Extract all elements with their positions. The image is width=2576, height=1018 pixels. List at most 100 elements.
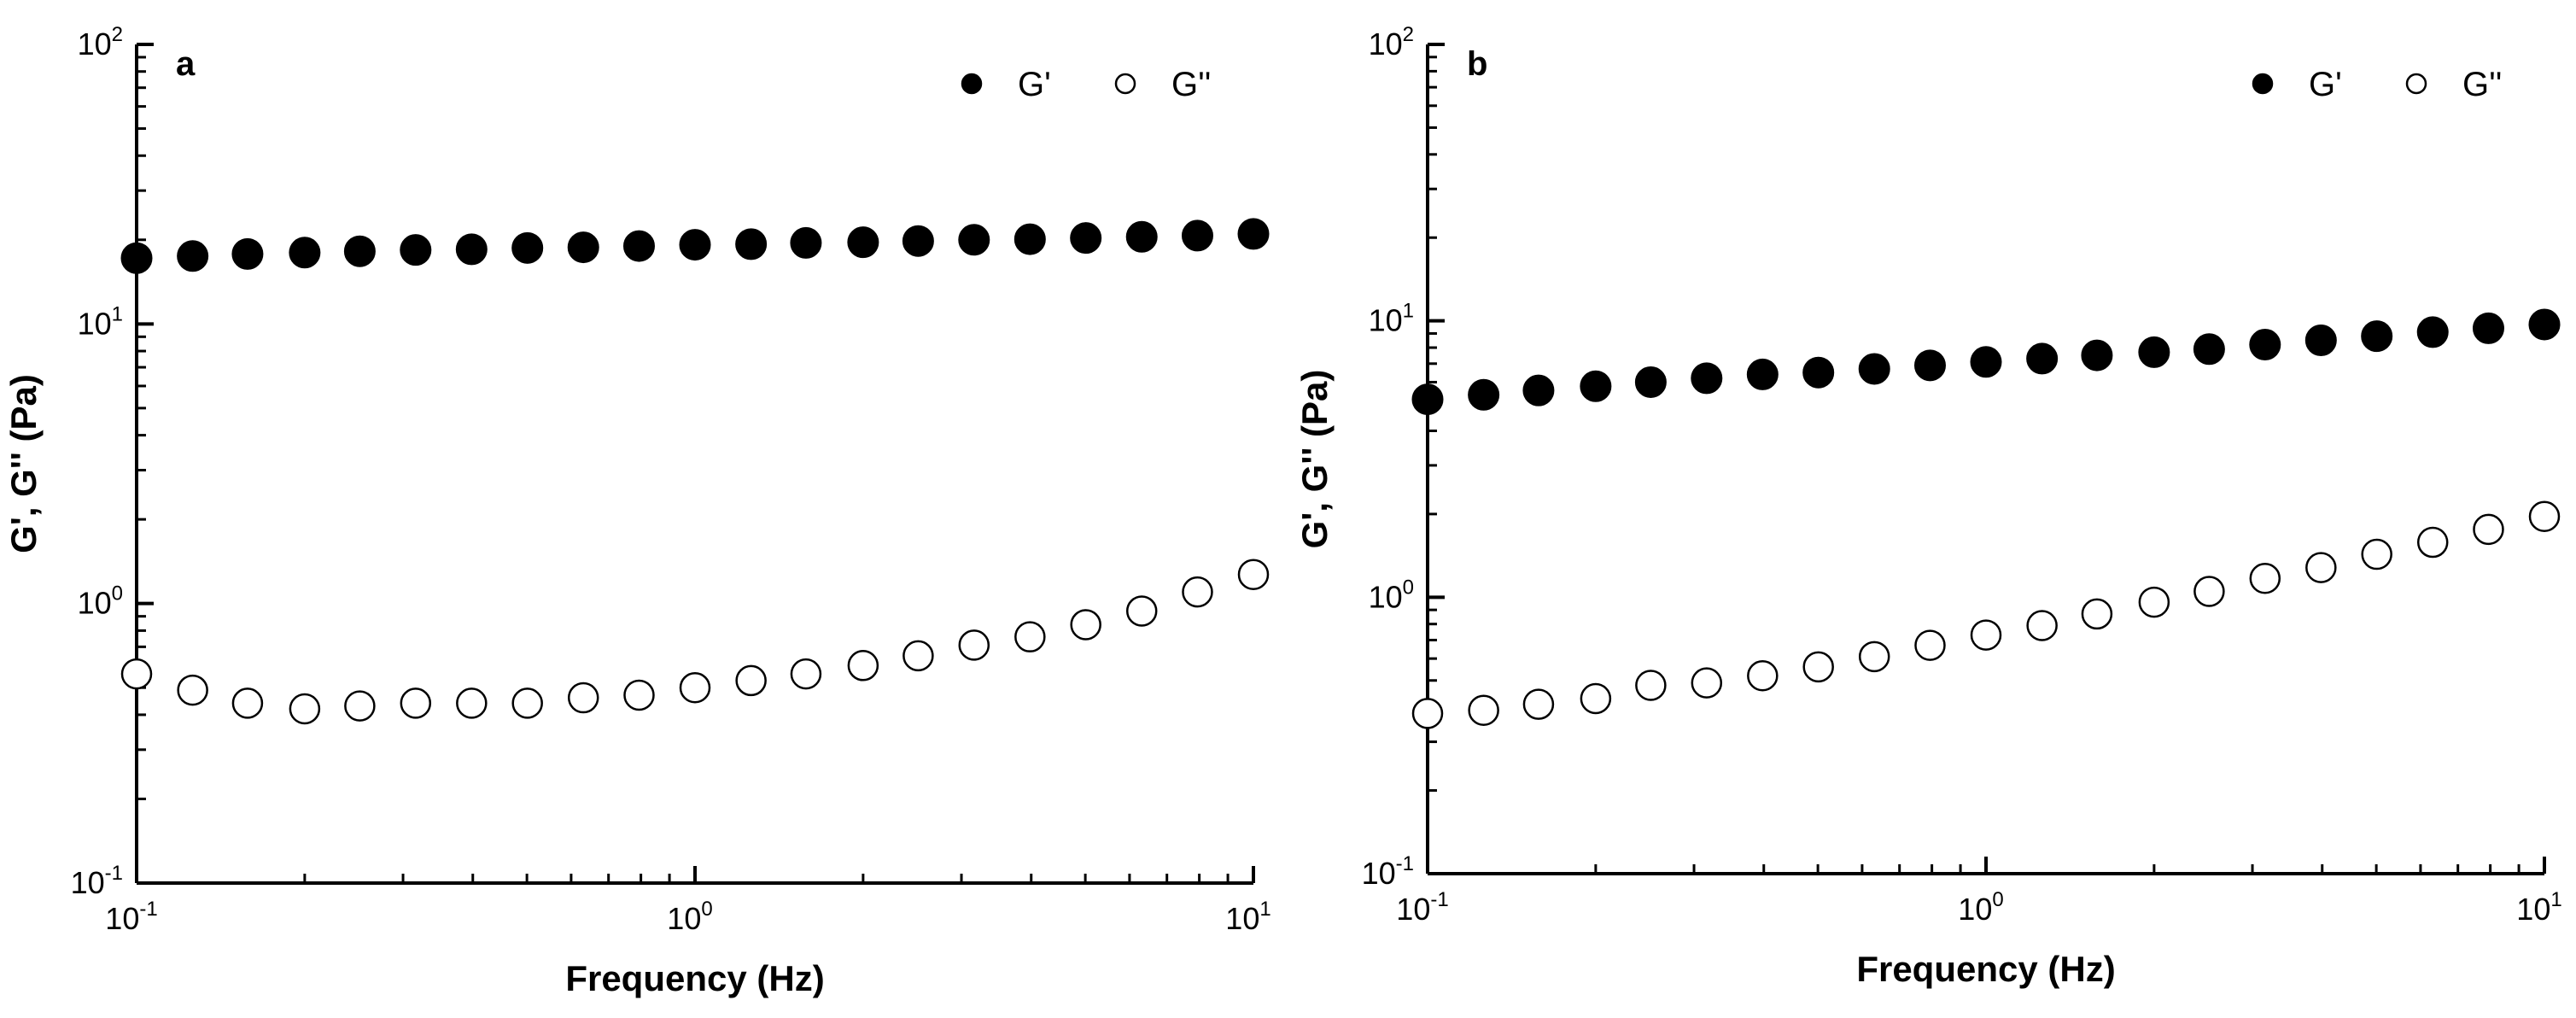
g-double-prime-point [1182, 576, 1213, 608]
g-double-prime-point [120, 658, 153, 690]
g-prime-point [2081, 339, 2113, 372]
y-tick-label-exponent: -1 [1396, 852, 1414, 875]
legend-marker-open [1114, 73, 1136, 95]
y-tick-label: 100 [78, 582, 123, 621]
y-tick-label-exponent: 0 [1403, 576, 1414, 599]
g-double-prime-point [1411, 698, 1444, 729]
legend-marker-open [2405, 73, 2427, 95]
g-prime-point [1580, 370, 1612, 402]
y-tick-label-base: 10 [71, 865, 105, 900]
y-tick-label: 102 [78, 23, 123, 61]
g-prime-point [1125, 220, 1158, 253]
g-prime-point [735, 228, 768, 260]
g-prime-point [343, 235, 376, 267]
x-tick-label-exponent: 0 [1992, 888, 2003, 911]
g-double-prime-point [2081, 598, 2113, 630]
g-prime-point [2026, 342, 2059, 375]
x-tick-label: 100 [667, 898, 712, 936]
g-double-prime-point [456, 687, 488, 719]
g-double-prime-point [1468, 694, 1499, 726]
g-double-prime-point [2528, 500, 2561, 532]
g-prime-point [2416, 316, 2449, 348]
g-prime-point [2249, 329, 2281, 361]
x-tick-label-exponent: 0 [701, 898, 712, 921]
g-double-prime-point [2305, 552, 2337, 583]
g-prime-point [622, 230, 655, 262]
g-prime-point [790, 226, 822, 259]
x-tick-label: 10-1 [1396, 888, 1448, 927]
g-prime-point [2361, 320, 2393, 353]
x-tick-label-base: 10 [2516, 892, 2550, 927]
y-tick-label-exponent: 1 [1403, 300, 1414, 323]
g-prime-point [511, 231, 544, 264]
legend-label: G'' [2462, 66, 2502, 103]
g-prime-point [1468, 378, 1500, 411]
y-axis-title: G', G'' (Pa) [3, 374, 44, 553]
g-prime-point [400, 234, 432, 266]
panel-label: a [176, 45, 196, 83]
g-double-prime-point [2138, 586, 2170, 618]
g-double-prime-point [1914, 629, 1946, 661]
x-tick-label-base: 10 [1396, 892, 1430, 927]
g-double-prime-point [289, 693, 321, 725]
g-prime-point [1691, 362, 1723, 395]
g-prime-point [679, 229, 711, 261]
g-prime-point [1237, 218, 1270, 250]
y-tick-label-base: 10 [1369, 579, 1403, 614]
g-prime-point [2304, 325, 2337, 357]
g-prime-point [1181, 219, 1213, 252]
y-axis-title: G', G'' (Pa) [1294, 370, 1335, 549]
g-prime-point [1802, 356, 1835, 389]
y-tick-label-base: 10 [78, 586, 112, 621]
g-prime-point [2528, 308, 2561, 341]
y-tick-label-exponent: 1 [112, 302, 123, 325]
g-prime-point [1913, 349, 1946, 382]
g-prime-point [567, 231, 599, 264]
g-double-prime-point [2026, 610, 2058, 641]
g-prime-point [1411, 383, 1444, 416]
g-prime-point [455, 233, 488, 266]
x-tick-label-base: 10 [1958, 892, 1992, 927]
y-tick-label-base: 10 [78, 306, 112, 341]
x-tick-label: 101 [1225, 898, 1270, 936]
y-tick-label: 101 [1369, 300, 1414, 338]
g-double-prime-point [1237, 559, 1270, 590]
g-prime-point [177, 240, 209, 272]
y-tick-label-base: 10 [1362, 856, 1396, 891]
g-double-prime-point [1522, 688, 1555, 720]
g-prime-point [958, 224, 990, 256]
x-tick-label: 101 [2516, 888, 2561, 927]
legend-label: G' [1018, 66, 1051, 103]
g-double-prime-point [1125, 595, 1158, 627]
g-double-prime-point [400, 687, 432, 719]
y-tick-label-exponent: -1 [105, 862, 123, 885]
g-double-prime-point [679, 671, 711, 704]
y-tick-label-base: 10 [1369, 26, 1403, 61]
g-double-prime-point [1970, 619, 2002, 651]
x-axis-title: Frequency (Hz) [1856, 949, 2115, 989]
x-tick-label-exponent: 1 [2550, 888, 2561, 911]
g-prime-point [2472, 312, 2504, 344]
legend-marker-filled [2252, 73, 2274, 95]
y-tick-label-exponent: 2 [1403, 23, 1414, 46]
g-double-prime-point [1580, 682, 1612, 715]
g-prime-point [120, 242, 153, 274]
y-tick-label: 100 [1369, 576, 1414, 614]
g-double-prime-point [567, 682, 599, 714]
g-prime-point [847, 226, 879, 259]
g-double-prime-point [2416, 526, 2449, 559]
g-double-prime-point [735, 664, 767, 697]
g-prime-point [1013, 223, 1046, 255]
g-prime-point [289, 237, 321, 269]
g-prime-point [2193, 333, 2225, 366]
g-prime-point [1746, 358, 1779, 390]
g-double-prime-point [344, 690, 376, 722]
x-tick-label-exponent: 1 [1259, 898, 1270, 921]
g-prime-point [1858, 353, 1890, 385]
g-double-prime-point [2473, 513, 2504, 546]
x-tick-label: 10-1 [105, 898, 157, 936]
